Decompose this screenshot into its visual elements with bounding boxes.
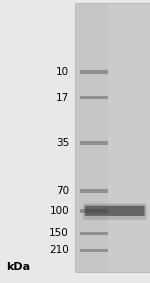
FancyBboxPatch shape bbox=[80, 189, 108, 193]
FancyBboxPatch shape bbox=[80, 231, 108, 235]
FancyBboxPatch shape bbox=[75, 3, 108, 272]
Text: 100: 100 bbox=[49, 206, 69, 216]
FancyBboxPatch shape bbox=[80, 96, 108, 99]
FancyBboxPatch shape bbox=[85, 206, 145, 216]
FancyBboxPatch shape bbox=[80, 209, 108, 213]
Text: kDa: kDa bbox=[6, 262, 30, 273]
Text: 150: 150 bbox=[49, 228, 69, 239]
Text: 17: 17 bbox=[56, 93, 69, 103]
Text: 210: 210 bbox=[49, 245, 69, 256]
FancyBboxPatch shape bbox=[80, 249, 108, 252]
FancyBboxPatch shape bbox=[80, 141, 108, 145]
FancyBboxPatch shape bbox=[83, 203, 147, 220]
Text: 70: 70 bbox=[56, 186, 69, 196]
Text: 35: 35 bbox=[56, 138, 69, 148]
FancyBboxPatch shape bbox=[80, 70, 108, 74]
Text: 10: 10 bbox=[56, 67, 69, 77]
FancyBboxPatch shape bbox=[75, 3, 150, 272]
